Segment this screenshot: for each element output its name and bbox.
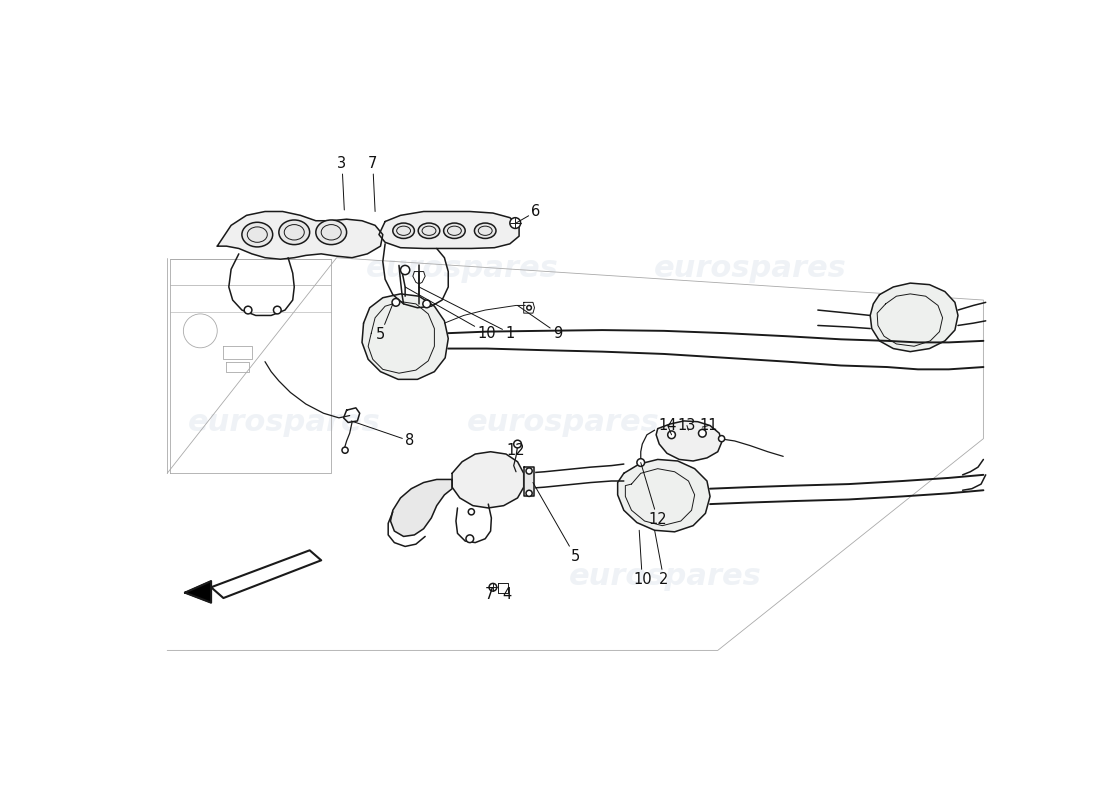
Polygon shape <box>524 467 535 496</box>
Circle shape <box>422 300 430 308</box>
Text: 7: 7 <box>368 156 377 211</box>
Circle shape <box>274 306 282 314</box>
Ellipse shape <box>474 223 496 238</box>
Text: eurospares: eurospares <box>653 254 847 283</box>
Circle shape <box>526 490 532 496</box>
Circle shape <box>668 431 675 438</box>
Circle shape <box>342 447 348 454</box>
Circle shape <box>244 306 252 314</box>
Text: 11: 11 <box>700 418 718 433</box>
Ellipse shape <box>316 220 346 245</box>
Text: 4: 4 <box>502 587 512 602</box>
Text: 10: 10 <box>632 530 651 587</box>
Text: eurospares: eurospares <box>188 408 381 437</box>
Text: eurospares: eurospares <box>365 254 559 283</box>
Ellipse shape <box>443 223 465 238</box>
Text: 1: 1 <box>419 287 515 341</box>
Circle shape <box>466 535 474 542</box>
Ellipse shape <box>242 222 273 247</box>
Text: 8: 8 <box>351 421 415 449</box>
Polygon shape <box>618 459 711 532</box>
Text: 13: 13 <box>678 418 696 433</box>
Text: eurospares: eurospares <box>468 408 660 437</box>
Text: 3: 3 <box>338 156 346 210</box>
Circle shape <box>718 435 725 442</box>
Polygon shape <box>218 211 383 259</box>
Circle shape <box>637 458 645 466</box>
Circle shape <box>490 583 497 591</box>
Text: 10: 10 <box>405 287 496 341</box>
Polygon shape <box>362 294 449 379</box>
Polygon shape <box>390 479 452 537</box>
Circle shape <box>527 306 531 310</box>
Circle shape <box>392 298 399 306</box>
Text: 5: 5 <box>376 304 393 342</box>
Polygon shape <box>656 421 722 461</box>
Circle shape <box>509 218 520 229</box>
Polygon shape <box>870 283 958 352</box>
Text: 9: 9 <box>517 306 562 341</box>
Text: 12: 12 <box>640 462 667 527</box>
Circle shape <box>526 468 532 474</box>
Text: 6: 6 <box>516 204 541 223</box>
Text: 12: 12 <box>507 442 526 458</box>
Ellipse shape <box>279 220 310 245</box>
Text: 7: 7 <box>485 587 495 602</box>
Ellipse shape <box>393 223 415 238</box>
Polygon shape <box>452 452 524 508</box>
Circle shape <box>400 266 409 274</box>
Circle shape <box>469 509 474 515</box>
Circle shape <box>698 430 706 437</box>
Polygon shape <box>185 581 211 602</box>
Text: 5: 5 <box>534 482 580 564</box>
Text: 14: 14 <box>659 418 676 435</box>
Polygon shape <box>211 550 321 598</box>
Polygon shape <box>378 211 519 249</box>
Text: eurospares: eurospares <box>569 562 762 591</box>
Ellipse shape <box>418 223 440 238</box>
Text: 2: 2 <box>654 530 669 587</box>
Circle shape <box>514 440 521 448</box>
